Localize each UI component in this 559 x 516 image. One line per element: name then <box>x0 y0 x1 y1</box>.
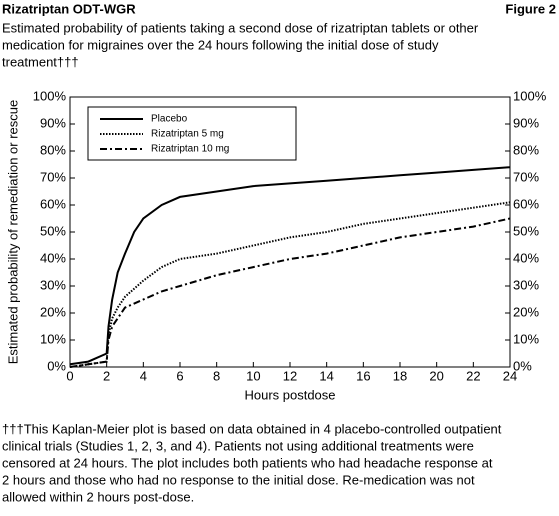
x-tick-label: 18 <box>393 368 407 383</box>
y-tick-label: 40% <box>40 250 66 265</box>
y-tick-label: 0% <box>47 358 66 373</box>
y-tick-label: 70% <box>40 169 66 184</box>
y2-tick-label: 30% <box>513 277 539 292</box>
legend-label: Rizatriptan 10 mg <box>151 144 229 155</box>
line <box>69 201 511 368</box>
footnote: censored at 24 hours. The plot includes … <box>2 455 493 470</box>
line <box>69 166 511 366</box>
y-tick-label: 100% <box>33 88 67 103</box>
y2-tick-label: 0% <box>513 358 532 373</box>
footnote: †††This Kaplan-Meier plot is based on da… <box>2 421 502 436</box>
x-tick-label: 8 <box>213 368 220 383</box>
figure-label: Figure 2 <box>505 1 556 16</box>
y-tick-label: 10% <box>40 331 66 346</box>
footnote: 2 hours and those who had no response to… <box>2 472 475 487</box>
subtitle: treatment††† <box>2 54 79 69</box>
y2-tick-label: 10% <box>513 331 539 346</box>
y-axis-label: Estimated probability of remediation or … <box>5 100 20 364</box>
y2-tick-label: 20% <box>513 304 539 319</box>
title: Rizatriptan ODT-WGR <box>2 1 136 16</box>
y2-tick-label: 60% <box>513 196 539 211</box>
footnote: allowed within 2 hours post-dose. <box>2 489 194 504</box>
x-tick-label: 0 <box>66 368 73 383</box>
y-tick-label: 90% <box>40 115 66 130</box>
x-tick-label: 12 <box>283 368 297 383</box>
y-tick-label: 60% <box>40 196 66 211</box>
y-tick-label: 50% <box>40 223 66 238</box>
legend-label: Rizatriptan 5 mg <box>151 129 224 140</box>
x-tick-label: 2 <box>103 368 110 383</box>
x-tick-label: 16 <box>356 368 370 383</box>
x-tick-label: 6 <box>176 368 183 383</box>
x-tick-label: 14 <box>319 368 333 383</box>
legend-label: Placebo <box>151 114 188 125</box>
footnote: clinical trials (Studies 1, 2, 3, and 4)… <box>2 438 474 453</box>
y-tick-label: 80% <box>40 142 66 157</box>
y2-tick-label: 90% <box>513 115 539 130</box>
y2-tick-label: 70% <box>513 169 539 184</box>
y2-tick-label: 40% <box>513 250 539 265</box>
y2-tick-label: 50% <box>513 223 539 238</box>
x-tick-label: 22 <box>466 368 480 383</box>
x-tick-label: 20 <box>429 368 443 383</box>
x-tick-label: 4 <box>140 368 147 383</box>
y-tick-label: 20% <box>40 304 66 319</box>
x-axis-label: Hours postdose <box>244 387 335 402</box>
y2-tick-label: 80% <box>513 142 539 157</box>
legend-box <box>87 106 297 161</box>
y2-tick-label: 100% <box>513 88 547 103</box>
y-tick-label: 30% <box>40 277 66 292</box>
subtitle: medication for migraines over the 24 hou… <box>2 37 439 52</box>
line <box>69 217 511 368</box>
x-tick-label: 10 <box>246 368 260 383</box>
subtitle: Estimated probability of patients taking… <box>2 20 479 35</box>
x-tick-label: 24 <box>503 368 517 383</box>
